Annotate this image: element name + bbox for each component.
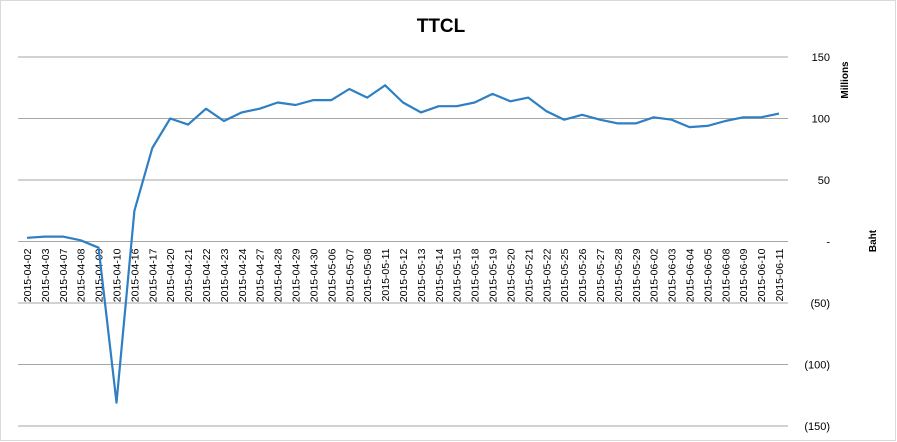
x-tick-label: 2015-05-15 (452, 248, 464, 302)
y-tick-label: - (826, 237, 830, 249)
x-tick-label: 2015-05-27 (595, 248, 607, 302)
x-tick-label: 2015-06-11 (774, 248, 786, 301)
x-tick-label: 2015-06-04 (685, 248, 697, 302)
x-tick-label: 2015-05-14 (434, 248, 446, 302)
axis-title: Baht (868, 229, 879, 252)
x-tick-label: 2015-05-18 (470, 248, 482, 302)
x-tick-label: 2015-04-27 (255, 248, 267, 302)
y-tick-label: 100 (812, 114, 830, 126)
x-tick-label: 2015-05-19 (488, 248, 500, 302)
x-tick-label: 2015-04-17 (147, 248, 159, 302)
x-tick-label: 2015-05-20 (505, 248, 517, 302)
x-tick-label: 2015-05-11 (380, 248, 392, 301)
chart-title: TTCL (417, 16, 466, 37)
x-tick-label: 2015-04-28 (273, 248, 285, 302)
y-tick-label: (100) (804, 360, 830, 372)
x-tick-label: 2015-05-07 (344, 248, 356, 302)
x-tick-label: 2015-04-02 (22, 248, 34, 302)
x-tick-label: 2015-05-22 (541, 248, 553, 302)
x-tick-label: 2015-05-25 (559, 248, 571, 302)
axis-unit: Millions (840, 61, 851, 99)
x-tick-label: 2015-05-12 (398, 248, 410, 302)
x-tick-label: 2015-04-07 (58, 248, 70, 302)
x-tick-label: 2015-05-26 (577, 248, 589, 302)
x-tick-label: 2015-06-10 (756, 248, 768, 302)
x-tick-label: 2015-04-29 (291, 248, 303, 302)
x-tick-label: 2015-05-06 (326, 248, 338, 302)
x-tick-label: 2015-04-20 (165, 248, 177, 302)
x-tick-label: 2015-06-05 (702, 248, 714, 302)
x-tick-label: 2015-04-23 (219, 248, 231, 302)
x-tick-label: 2015-04-10 (111, 248, 123, 302)
x-tick-label: 2015-05-28 (613, 248, 625, 302)
x-tick-label: 2015-04-16 (129, 248, 141, 302)
x-tick-label: 2015-05-13 (416, 248, 428, 302)
x-tick-label: 2015-04-22 (201, 248, 213, 302)
y-tick-label: (150) (804, 421, 830, 433)
y-tick-label: 150 (812, 52, 830, 64)
x-tick-label: 2015-05-21 (523, 248, 535, 302)
x-tick-label: 2015-04-03 (40, 248, 52, 302)
x-tick-label: 2015-06-03 (667, 248, 679, 302)
x-tick-label: 2015-04-08 (76, 248, 88, 302)
x-tick-label: 2015-06-02 (649, 248, 661, 302)
line-series (26, 84, 780, 404)
y-tick-label: (50) (810, 298, 830, 310)
y-tick-label: 50 (818, 175, 830, 187)
x-tick-label: 2015-04-21 (183, 248, 195, 302)
x-tick-label: 2015-05-29 (631, 248, 643, 302)
x-tick-label: 2015-04-30 (308, 248, 320, 302)
x-tick-label: 2015-06-08 (720, 248, 732, 302)
x-tick-label: 2015-06-09 (738, 248, 750, 302)
x-tick-label: 2015-04-24 (237, 248, 249, 302)
x-tick-label: 2015-05-08 (362, 248, 374, 302)
